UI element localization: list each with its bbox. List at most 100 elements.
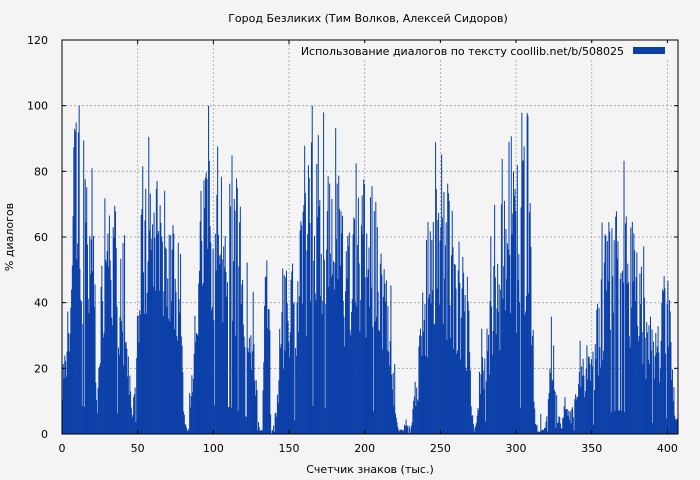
data-bar [398,430,400,434]
data-bar [103,332,105,434]
data-bar [429,231,431,434]
data-bar [676,418,678,434]
data-bar [484,358,486,434]
data-bar [625,223,627,434]
data-bar [108,266,110,434]
data-bar [189,407,191,434]
data-bar [317,135,319,435]
data-bar [508,141,510,434]
data-bar [466,276,468,434]
data-bar [151,238,153,434]
data-bar [100,286,102,434]
data-bar [279,347,281,434]
data-bar [220,254,222,434]
data-bar [304,193,306,434]
data-bar [232,320,234,434]
data-bar [592,351,594,434]
data-bar [422,292,424,434]
data-bar [391,374,393,434]
data-bar [93,235,95,434]
data-bar [503,266,505,434]
data-bar [111,317,113,434]
data-bar [562,417,564,434]
data-bar [111,325,113,434]
data-bar [239,206,241,434]
data-bar [407,426,409,434]
data-bar [478,410,480,434]
data-bar [155,188,157,434]
data-bar [93,307,95,434]
data-bar [426,240,428,434]
data-bar [513,196,515,434]
data-bar [395,417,397,434]
data-bar [99,363,101,434]
data-bar [173,233,175,434]
data-bar [587,356,589,434]
data-bar [110,280,112,434]
data-bar [571,409,573,434]
legend-swatch [633,47,665,54]
data-bar [435,189,437,434]
data-bar [447,183,449,434]
data-bar [452,247,454,434]
data-bar [505,228,507,434]
data-bar [99,366,101,434]
data-bar [360,225,362,434]
data-bar [419,328,421,434]
data-bar [149,230,151,434]
data-bar [323,112,325,434]
data-bar [138,342,140,434]
data-bar [200,190,202,434]
data-bar [430,303,432,434]
data-bar [91,168,93,434]
data-bar [344,346,346,434]
data-bar [300,221,302,434]
data-bar [560,428,562,434]
data-bar [348,245,350,434]
data-bar [445,222,447,434]
data-bar [513,171,515,434]
data-bar [97,388,99,434]
data-bar [566,408,568,434]
data-bar [613,240,615,434]
data-bar [324,408,326,434]
data-bar [167,278,169,434]
data-bar [567,415,569,434]
data-bar [101,265,103,434]
data-bar [618,410,620,434]
data-bar [554,391,556,434]
data-bar [460,317,462,434]
data-bar [364,277,366,434]
data-bar [500,289,502,434]
data-bar [283,275,285,434]
data-bar [388,351,390,434]
data-bar [209,226,211,434]
data-bar [66,351,68,434]
data-bar [636,252,638,434]
data-bar [142,272,144,434]
data-bar [136,358,138,434]
data-bar [203,180,205,434]
data-bar [130,407,132,434]
data-bar [320,295,322,434]
data-bar [603,350,605,434]
data-bar [450,255,452,434]
data-bar [417,401,419,434]
data-bar [459,282,461,434]
data-bar [214,405,216,434]
data-bar [479,394,481,434]
data-bar [140,214,142,434]
data-bar [338,175,340,435]
data-bar [634,250,636,434]
data-bar [108,215,110,434]
data-bar [74,128,76,435]
data-bar [70,307,72,434]
data-bar [154,237,156,434]
data-bar [386,350,388,434]
data-bar [569,419,571,434]
data-bar [142,166,144,434]
data-bar [286,303,288,434]
data-bar [675,420,677,434]
data-bar [141,209,143,434]
data-bar [163,291,165,434]
